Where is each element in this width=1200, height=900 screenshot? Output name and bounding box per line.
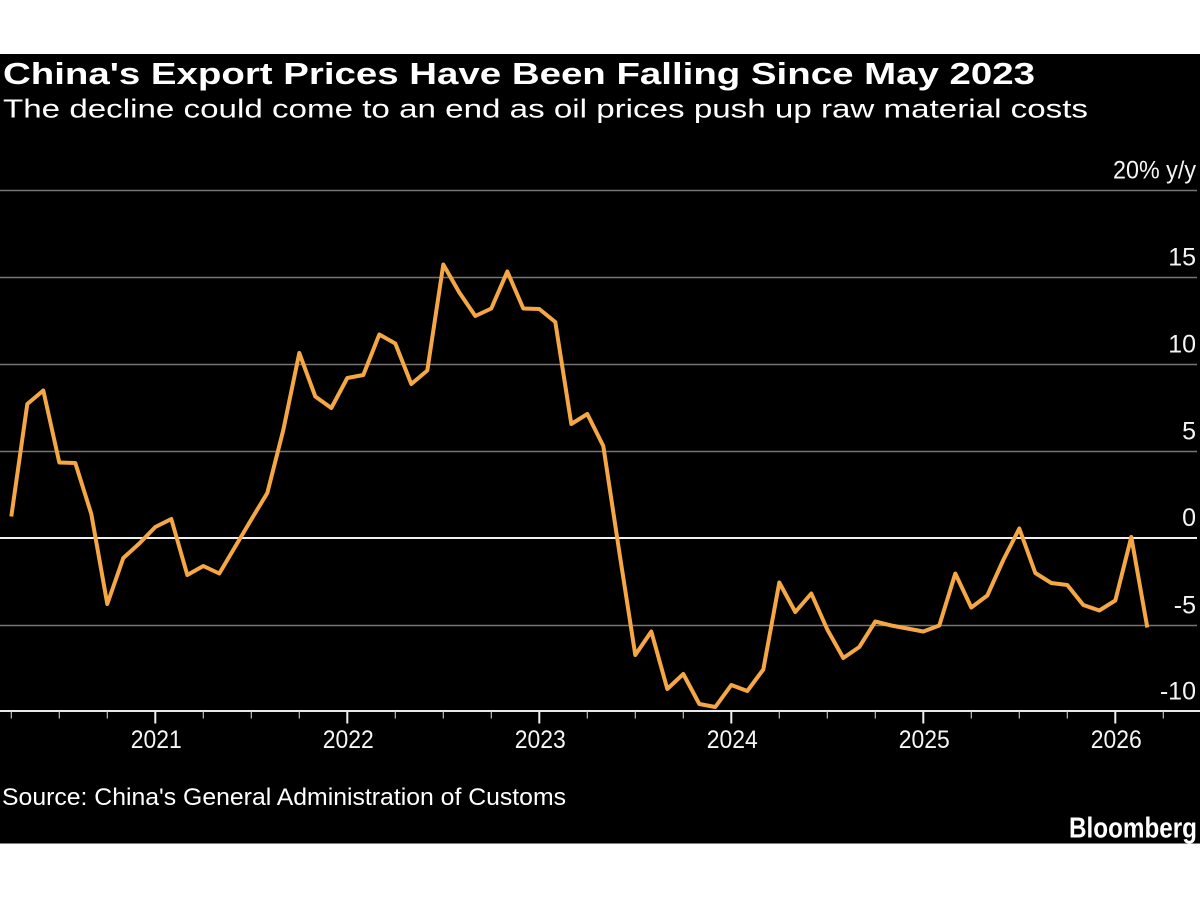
svg-text:2022: 2022: [323, 726, 374, 754]
svg-text:2026: 2026: [1091, 726, 1142, 754]
svg-text:China's Export Prices Have Bee: China's Export Prices Have Been Falling …: [3, 56, 1035, 91]
svg-text:The decline could come to an e: The decline could come to an end as oil …: [3, 94, 1088, 124]
svg-text:-5: -5: [1174, 592, 1196, 620]
svg-text:2023: 2023: [515, 726, 566, 754]
svg-text:Bloomberg: Bloomberg: [1069, 813, 1197, 845]
svg-text:2024: 2024: [707, 726, 758, 754]
svg-text:20% y/y: 20% y/y: [1113, 157, 1196, 185]
svg-text:0: 0: [1182, 504, 1196, 532]
svg-text:Source: China's General Admini: Source: China's General Administration o…: [2, 784, 566, 811]
svg-text:5: 5: [1182, 418, 1196, 446]
svg-text:2021: 2021: [131, 726, 182, 754]
svg-text:10: 10: [1168, 331, 1196, 359]
svg-text:-10: -10: [1160, 678, 1196, 706]
svg-text:2025: 2025: [899, 726, 950, 754]
svg-text:15: 15: [1168, 244, 1196, 272]
